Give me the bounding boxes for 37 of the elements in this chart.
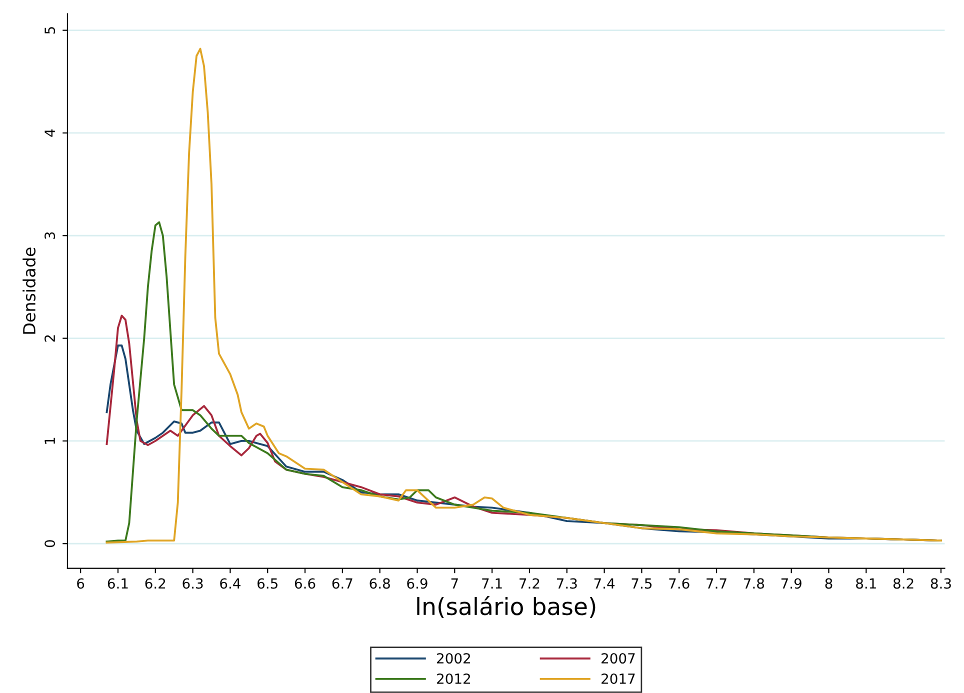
x-tick-label: 6.8 <box>370 578 390 589</box>
x-tick-label: 7 <box>451 578 458 589</box>
legend-label: 2017 <box>602 673 635 684</box>
x-tick-label: 7.8 <box>744 578 764 589</box>
y-tick-label: 4 <box>44 129 55 137</box>
x-tick-label: 7.9 <box>781 578 802 589</box>
x-tick-label: 7.4 <box>594 578 615 589</box>
x-tick-label: 8.2 <box>893 578 914 589</box>
y-tick-label: 3 <box>44 232 56 239</box>
x-tick-label: 7.3 <box>556 578 577 589</box>
y-axis-title: Densidade <box>22 248 36 334</box>
legend-label: 2012 <box>437 673 470 684</box>
x-tick-label: 6.3 <box>182 578 203 589</box>
x-tick-label: 7.2 <box>520 578 540 589</box>
x-tick-label: 6.2 <box>145 578 166 589</box>
x-axis-title: ln(salário base) <box>417 596 596 618</box>
x-tick-label: 7.6 <box>669 578 690 589</box>
x-tick-label: 6.5 <box>258 578 278 589</box>
x-tick-label: 6.9 <box>407 578 428 589</box>
legend-label: 2007 <box>602 653 635 664</box>
legend-label: 2002 <box>437 653 470 664</box>
x-tick-label: 7.7 <box>706 578 726 589</box>
x-tick-label: 6.4 <box>220 578 240 589</box>
x-tick-label: 8.1 <box>856 578 876 589</box>
y-tick-label: 2 <box>44 335 55 342</box>
x-tick-label: 8.3 <box>930 578 951 589</box>
y-tick-label: 0 <box>44 540 56 548</box>
line-series <box>106 48 942 544</box>
x-tick-label: 7.1 <box>482 578 502 589</box>
x-tick-label: 6.7 <box>332 578 352 589</box>
x-tick-label: 7.5 <box>632 578 652 589</box>
x-tick-label: 6.1 <box>108 578 128 589</box>
x-tick-label: 6 <box>77 578 84 589</box>
y-tick-label: 5 <box>44 27 56 34</box>
x-tick-label: 6.6 <box>294 578 316 589</box>
y-tick-label: 1 <box>44 438 55 444</box>
x-tick-label: 8 <box>825 578 832 589</box>
